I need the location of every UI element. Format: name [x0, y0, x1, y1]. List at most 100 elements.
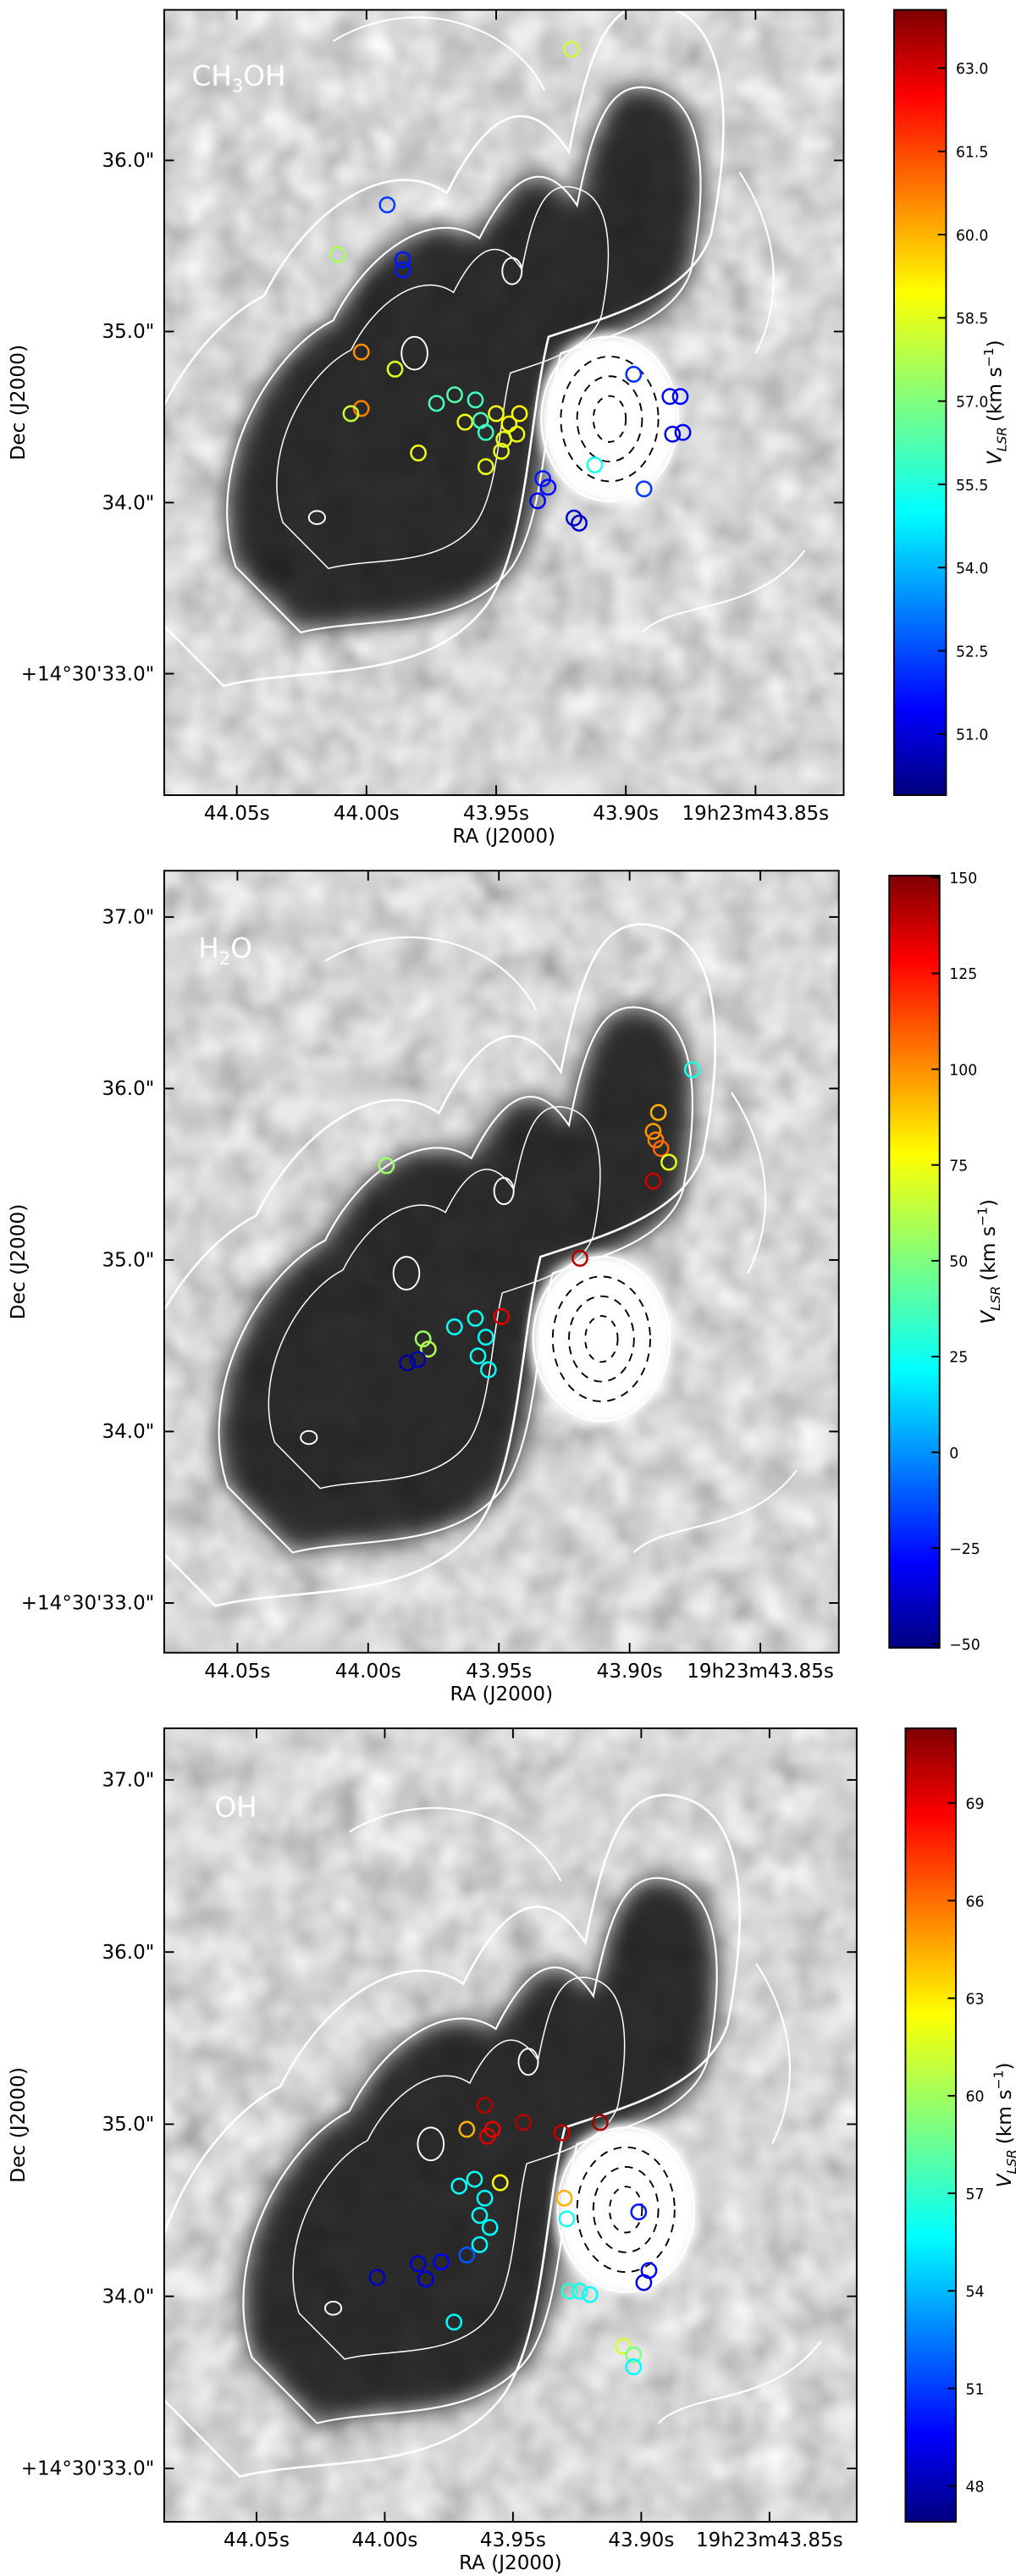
maser-spot [644, 1172, 662, 1190]
colorbar-tick-label: 55.5 [956, 478, 988, 495]
colorbar-label-part: ) [985, 340, 1007, 347]
maser-spot [329, 246, 347, 263]
maser-spot [466, 2170, 483, 2188]
maser-spot [647, 1131, 665, 1149]
colorbar-label-part: (km s [978, 1226, 1000, 1281]
maser-spot [414, 1330, 432, 1348]
y-tick-label: 35.0" [102, 2114, 155, 2136]
maser-spot [560, 2282, 578, 2300]
maser-spot [488, 405, 505, 423]
colorbar-label-part: (km s [994, 2090, 1016, 2145]
maser-spot [477, 423, 494, 441]
colorbar-tick-label: 100 [949, 1062, 977, 1079]
maser-spot [352, 343, 370, 361]
maser-spot [467, 391, 484, 409]
maser-spot [615, 2337, 632, 2355]
colorbar-label-part: V [978, 1309, 1000, 1324]
maser-spot [652, 1140, 670, 1158]
colorbar [893, 8, 947, 796]
maser-spot [562, 41, 580, 58]
panel-label-part: OH [243, 60, 285, 92]
x-tick-label: 43.95s [480, 2529, 546, 2551]
maser-spot [479, 1361, 497, 1379]
x-axis-label: RA (J2000) [452, 826, 555, 848]
maser-spot [571, 2282, 588, 2300]
maser-spot [394, 251, 411, 268]
x-tick-label: 19h23m43.85s [687, 1661, 834, 1683]
colorbar [888, 875, 941, 1649]
maser-spot [471, 2236, 489, 2253]
x-tick-label: 44.00s [351, 2529, 417, 2551]
maser-spot [386, 360, 404, 378]
colorbar-label: VLSR (km s−1) [975, 1199, 1003, 1324]
y-tick-label: +14°30'33.0" [21, 2458, 155, 2480]
maser-spot [476, 2189, 494, 2207]
colorbar-label: VLSR (km s−1) [991, 2063, 1016, 2188]
maser-spot [630, 2203, 648, 2221]
colorbar-tick-label: 57 [965, 2186, 984, 2203]
maser-spot [635, 480, 653, 498]
maser-spot [477, 458, 494, 476]
x-tick-label: 43.95s [463, 803, 529, 825]
maser-spot [625, 365, 643, 383]
maser-spot [417, 2270, 434, 2288]
colorbar-tick-label: 60 [965, 2089, 984, 2106]
colorbar-tick-label: 63 [965, 1991, 984, 2008]
y-tick-label: 36.0" [102, 1078, 155, 1100]
colorbar-tick-label: 25 [949, 1350, 968, 1367]
map-panel [163, 871, 839, 1653]
map-panel [163, 4, 844, 795]
colorbar-label-part: −1 [981, 348, 997, 368]
colorbar-tick-label: 51 [965, 2381, 984, 2398]
panel-label-part: O [230, 932, 252, 965]
maser-spot [378, 196, 396, 213]
maser-spot [445, 2313, 463, 2331]
colorbar-tick-label: 51.0 [956, 727, 988, 744]
maser-spot [625, 2358, 643, 2376]
x-tick-label: 44.00s [334, 803, 400, 825]
x-tick-label: 19h23m43.85s [682, 803, 830, 825]
maser-spot [572, 1249, 588, 1267]
maser-spot [352, 400, 370, 417]
panel-label-subscript: 3 [232, 76, 243, 97]
maser-spot [491, 2174, 509, 2192]
panel-label-subscript: 2 [219, 948, 230, 970]
y-tick-label: 34.0" [102, 1421, 155, 1443]
maser-spot [419, 1341, 437, 1358]
y-axis-label: Dec (J2000) [8, 1204, 30, 1320]
colorbar-tick-label: −25 [949, 1541, 980, 1558]
colorbar-label-part: −1 [975, 1207, 991, 1226]
maser-spot [566, 509, 583, 527]
maser-spot [399, 1354, 417, 1372]
maser-spot [409, 1351, 427, 1368]
maser-spot [483, 2120, 501, 2138]
maser-spot [342, 405, 360, 423]
colorbar-tick-label: 63.0 [956, 61, 988, 78]
panel-label-part: OH [214, 1792, 257, 1824]
maser-spot [378, 1157, 395, 1175]
colorbar-label-part: ) [978, 1199, 1000, 1207]
maser-spot [555, 2189, 573, 2207]
maser-spot [409, 2255, 427, 2273]
panel-label-part: CH [192, 60, 232, 92]
maser-spot [558, 2210, 576, 2228]
colorbar-label-part: V [985, 450, 1007, 465]
colorbar-label-part: LSR [1004, 2149, 1016, 2174]
plot-frame [163, 870, 840, 1654]
colorbar-label-part: ) [994, 2063, 1016, 2070]
x-tick-label: 43.90s [597, 1661, 663, 1683]
maser-spot [515, 2114, 532, 2131]
maser-spot [539, 478, 557, 496]
maser-spot [683, 1061, 701, 1079]
y-axis-label: Dec (J2000) [8, 2067, 30, 2183]
y-tick-label: 36.0" [102, 1942, 155, 1964]
maser-spot [428, 395, 445, 412]
colorbar-tick-label: 48 [965, 2479, 984, 2496]
maser-spot [553, 2124, 571, 2142]
plot-frame [163, 8, 845, 796]
y-tick-label: 35.0" [102, 321, 155, 343]
x-tick-label: 44.05s [224, 2529, 290, 2551]
y-tick-label: 37.0" [102, 907, 155, 929]
y-tick-label: 35.0" [102, 1250, 155, 1272]
y-tick-label: 37.0" [102, 1770, 155, 1792]
